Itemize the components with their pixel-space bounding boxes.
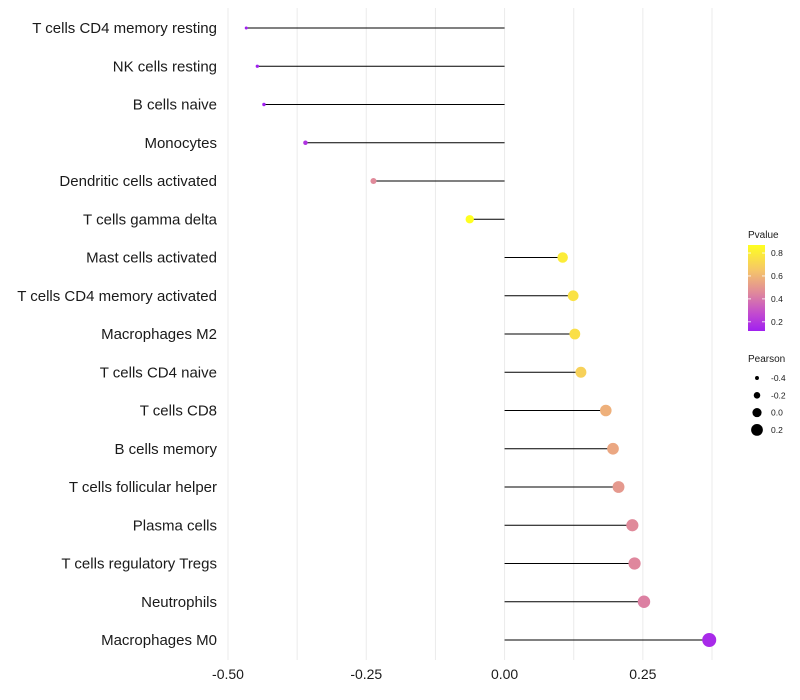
pearson-key-label: 0.2 [771,425,783,435]
pearson-key-dot [753,392,761,399]
lollipop-point [628,557,641,570]
category-label: NK cells resting [113,58,217,75]
x-axis-ticks: -0.50 -0.25 0.00 0.25 [212,666,657,682]
pvalue-legend: Pvalue 0.8 0.6 0.4 0.2 [748,230,783,331]
y-axis-labels: T cells CD4 memory resting NK cells resti… [17,20,217,649]
lollipop-point [626,519,639,532]
pearson-key-dot [751,424,763,436]
pearson-key-dot [752,408,762,418]
pvalue-colorbar [748,245,765,331]
pvalue-tick-label: 0.2 [771,317,783,327]
category-label: T cells CD4 memory activated [17,288,217,305]
pvalue-tick-label: 0.8 [771,248,783,258]
category-label: T cells CD4 naive [100,364,217,381]
pearson-key-label: -0.4 [771,373,786,383]
category-label: Dendritic cells activated [59,173,217,190]
pearson-key-dot [755,376,759,380]
lollipop-point [303,140,308,145]
pvalue-legend-title: Pvalue [748,230,779,241]
category-label: T cells follicular helper [69,479,217,496]
category-label: Macrophages M0 [101,632,217,649]
lollipop-point [702,633,717,647]
x-tick-label: -0.50 [212,666,244,682]
lollipop-point [569,328,581,340]
lollipop-point [465,215,474,224]
lollipop-point [557,252,568,263]
lollipop-point [262,102,266,107]
lollipop-point [370,177,377,185]
category-label: B cells naive [133,97,217,114]
x-tick-label: 0.25 [629,666,656,682]
category-label: T cells regulatory Tregs [61,556,217,573]
x-tick-label: -0.25 [350,666,382,682]
category-label: T cells gamma delta [83,211,218,228]
lollipop-points [244,26,717,647]
pearson-legend-title: Pearson [748,354,785,365]
category-label: T cells CD8 [140,403,217,420]
category-label: B cells memory [114,441,217,458]
pearson-key-label: -0.2 [771,390,786,400]
x-tick-label: 0.00 [491,666,518,682]
lollipop-point [612,481,625,493]
lollipop-point [600,404,612,417]
category-label: Mast cells activated [86,250,217,267]
pearson-key-label: 0.0 [771,408,783,418]
category-label: Macrophages M2 [101,326,217,343]
lollipop-point [637,595,651,608]
pearson-legend: Pearson -0.4 -0.2 0.0 0.2 [748,354,786,436]
lollipop-point [607,442,619,455]
lollipop-segments [246,27,710,641]
lollipop-point [567,290,579,302]
category-label: Plasma cells [133,517,217,534]
lollipop-point [575,366,587,378]
category-label: T cells CD4 memory resting [32,20,217,37]
pvalue-tick-label: 0.6 [771,271,783,281]
category-label: Monocytes [144,135,217,152]
pvalue-tick-label: 0.4 [771,294,783,304]
lollipop-point [244,26,248,30]
lollipop-point [255,64,259,68]
category-label: Neutrophils [141,594,217,611]
